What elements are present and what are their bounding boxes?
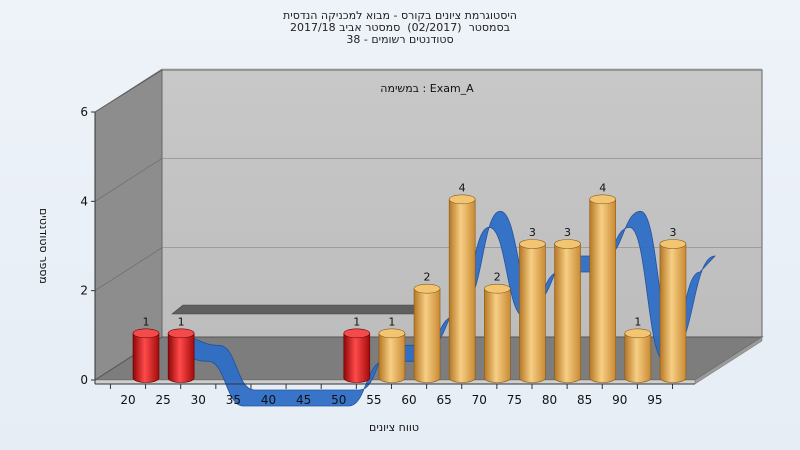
title-line-3: סטודנטים רשומים - 38 [346, 33, 454, 46]
x-tick-label: 80 [542, 393, 557, 407]
bar-value-label: 1 [634, 315, 641, 328]
bar: 2 [483, 271, 511, 383]
x-tick-label: 85 [577, 393, 592, 407]
bar-body [167, 333, 195, 383]
bar: 3 [659, 226, 687, 383]
bar-body [132, 333, 160, 383]
bar-value-label: 2 [494, 271, 501, 284]
bar: 1 [167, 315, 195, 383]
gridline-side [94, 247, 163, 291]
chart-subtitle: במשימה : Exam_A [380, 82, 474, 95]
bar-value-label: 3 [564, 226, 571, 239]
x-tick-label: 20 [120, 393, 135, 407]
bar-top [343, 328, 371, 339]
y-tick-label: 2 [80, 284, 88, 298]
chart-title: היסטוגרמת ציונים בקורס - מבוא למכניקה הנ… [0, 10, 800, 46]
gridline-side [94, 68, 163, 113]
bar: 1 [343, 315, 371, 383]
x-tick-label: 45 [296, 393, 311, 407]
bar-top [624, 328, 652, 339]
floor-right-edge [694, 336, 763, 385]
bar-body [413, 288, 441, 383]
x-tick-label: 95 [647, 393, 662, 407]
bar-body [378, 333, 406, 383]
bar-body [343, 333, 371, 383]
y-tick-label: 6 [80, 105, 88, 119]
y-tick-label: 0 [80, 373, 88, 387]
x-tick-label: 75 [507, 393, 522, 407]
bar: 3 [554, 226, 581, 383]
gridline-side [94, 158, 163, 202]
x-tick-label: 50 [331, 393, 346, 407]
bar: 2 [413, 271, 441, 383]
bar-value-label: 3 [669, 226, 676, 239]
bar: 3 [519, 226, 546, 383]
x-tick-label: 55 [366, 393, 381, 407]
bar-top [132, 328, 160, 339]
bar-body [554, 243, 581, 383]
bar-top [413, 283, 441, 294]
x-axis: 20 25 30 35 40 45 50 55 60 65 70 75 80 85 90 95 [95, 383, 695, 407]
bar-top [589, 194, 616, 205]
x-tick-label: 70 [472, 393, 487, 407]
bar: 1 [132, 315, 160, 383]
x-tick-label: 60 [401, 393, 416, 407]
trend-ribbon-flat [171, 304, 430, 315]
bar-value-label: 4 [599, 181, 606, 194]
bar-top [448, 194, 476, 205]
bar-top [659, 239, 687, 249]
bar-value-label: 3 [529, 226, 536, 239]
title-line-2: בסמסטר (02/2017) סמסטר אביב 2017/18 [289, 21, 511, 34]
bar-body [659, 243, 687, 383]
bar-top [167, 328, 195, 339]
bar-value-label: 2 [424, 271, 431, 284]
bar-body [519, 243, 546, 383]
bar-value-label: 4 [459, 181, 466, 194]
bar-value-label: 1 [353, 315, 360, 328]
x-tick-label: 65 [437, 393, 452, 407]
bar: 4 [589, 181, 616, 383]
y-tick-label: 4 [80, 194, 88, 208]
bar-body [624, 333, 652, 383]
title-line-1: היסטוגרמת ציונים בקורס - מבוא למכניקה הנ… [283, 9, 517, 22]
bar-value-label: 1 [178, 315, 185, 328]
y-axis: 0 2 4 6 [80, 105, 96, 387]
x-tick-label: 30 [191, 393, 206, 407]
x-tick-label: 40 [261, 393, 276, 407]
bar-top [378, 328, 406, 339]
bar-top [519, 239, 546, 249]
bar-value-label: 1 [388, 315, 395, 328]
bar: 1 [378, 315, 406, 383]
bar-top [554, 239, 581, 249]
bar-body [589, 199, 616, 383]
x-tick-label: 35 [226, 393, 241, 407]
bar-body [484, 288, 511, 383]
bar-top [483, 283, 511, 294]
bar: 1 [624, 315, 652, 383]
x-tick-label: 90 [612, 393, 627, 407]
bar-series: 1 1 1 1 2 4 2 3 3 4 1 3 [132, 181, 687, 383]
bar-value-label: 1 [143, 315, 150, 328]
x-tick-label: 25 [155, 393, 170, 407]
bar: 4 [448, 181, 476, 383]
y-axis-title: מספר סטודנטים [37, 208, 50, 284]
x-axis-title: טווח ציונים [369, 421, 419, 434]
bar-body [448, 199, 476, 383]
